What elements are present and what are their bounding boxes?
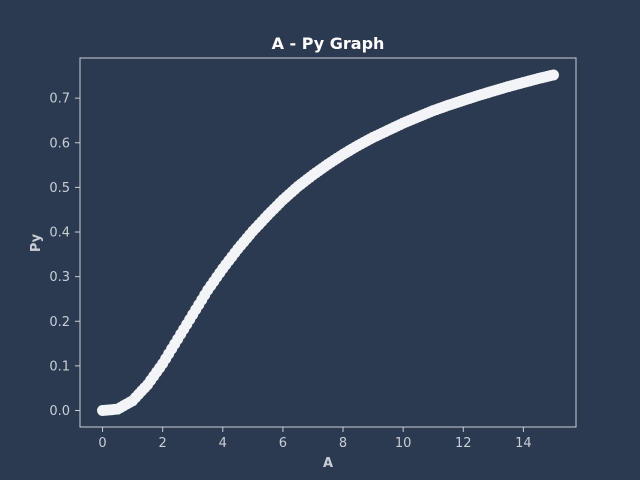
chart-title: A - Py Graph: [272, 34, 385, 53]
x-tick-label: 0: [98, 436, 106, 451]
y-tick-label: 0.6: [49, 136, 70, 151]
x-tick-label: 2: [159, 436, 167, 451]
y-axis-label: Py: [29, 233, 44, 252]
x-axis-label: A: [323, 456, 333, 471]
y-axis-ticks: 0.0 0.1 0.2 0.3 0.4 0.5 0.6 0.7: [49, 92, 80, 419]
x-tick-label: 8: [339, 436, 347, 451]
y-tick-label: 0.7: [49, 92, 70, 107]
y-tick-label: 0.5: [49, 181, 70, 196]
y-tick-label: 0.4: [49, 226, 70, 241]
y-tick-label: 0.1: [49, 359, 70, 374]
series-markers: [97, 69, 559, 416]
x-tick-label: 4: [219, 436, 227, 451]
x-tick-label: 14: [515, 436, 532, 451]
y-tick-label: 0.0: [49, 404, 70, 419]
y-tick-label: 0.2: [49, 315, 70, 330]
x-tick-label: 10: [395, 436, 412, 451]
x-tick-label: 12: [455, 436, 472, 451]
x-tick-label: 6: [279, 436, 287, 451]
plot-frame: [79, 57, 577, 428]
y-tick-label: 0.3: [49, 270, 70, 285]
x-axis-ticks: 0 2 4 6 8 10 12 14: [98, 427, 532, 451]
data-point: [547, 69, 559, 81]
